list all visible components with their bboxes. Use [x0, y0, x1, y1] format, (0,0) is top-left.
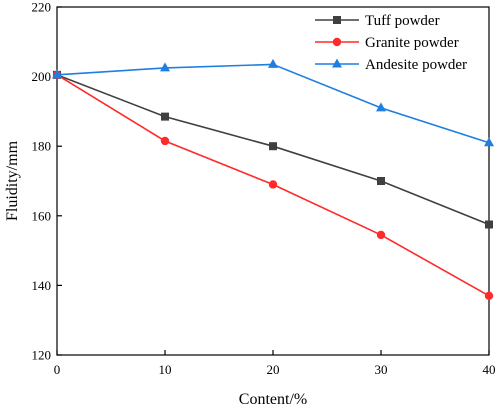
data-point: [268, 58, 278, 68]
legend-label: Granite powder: [365, 35, 459, 51]
series-layer: [52, 58, 494, 301]
legend-item: Tuff powder: [315, 13, 440, 29]
data-point: [485, 220, 493, 229]
data-point: [160, 136, 170, 146]
data-point: [484, 137, 494, 147]
legend-label: Andesite powder: [365, 57, 467, 73]
legend: Tuff powder Granite powder Andesite powder: [315, 13, 467, 73]
y-tick-label: 180: [32, 139, 52, 154]
y-tick-label: 120: [32, 348, 52, 363]
data-point: [268, 180, 278, 189]
data-point: [377, 177, 385, 185]
legend-item: Granite powder: [315, 35, 459, 51]
legend-item: Andesite powder: [315, 57, 467, 73]
data-point: [52, 69, 62, 79]
series-andesite-powder: [52, 58, 494, 147]
data-point: [160, 62, 170, 72]
data-point: [376, 102, 386, 112]
series-tuff-powder: [53, 70, 493, 229]
legend-label: Tuff powder: [365, 13, 440, 29]
x-tick-label: 0: [54, 362, 61, 377]
series-granite-powder: [52, 70, 494, 301]
x-tick-label: 20: [267, 362, 280, 377]
y-tick-label: 140: [32, 278, 52, 293]
x-tick-label: 10: [159, 362, 172, 377]
y-tick-label: 200: [32, 69, 52, 84]
legend-marker: [333, 16, 341, 24]
x-tick-label: 30: [375, 362, 388, 377]
legend-marker: [332, 58, 342, 68]
series-line: [56, 63, 490, 144]
data-point: [376, 230, 386, 240]
x-axis-title: Content/%: [239, 391, 307, 408]
x-tick-label: 40: [483, 362, 496, 377]
data-point: [484, 291, 494, 301]
y-tick-label: 220: [32, 0, 52, 15]
data-point: [269, 142, 277, 151]
data-point: [161, 112, 169, 121]
legend-marker: [332, 37, 342, 47]
y-tick-label: 160: [32, 208, 52, 223]
y-axis-title: Fluidity/mm: [4, 140, 21, 221]
